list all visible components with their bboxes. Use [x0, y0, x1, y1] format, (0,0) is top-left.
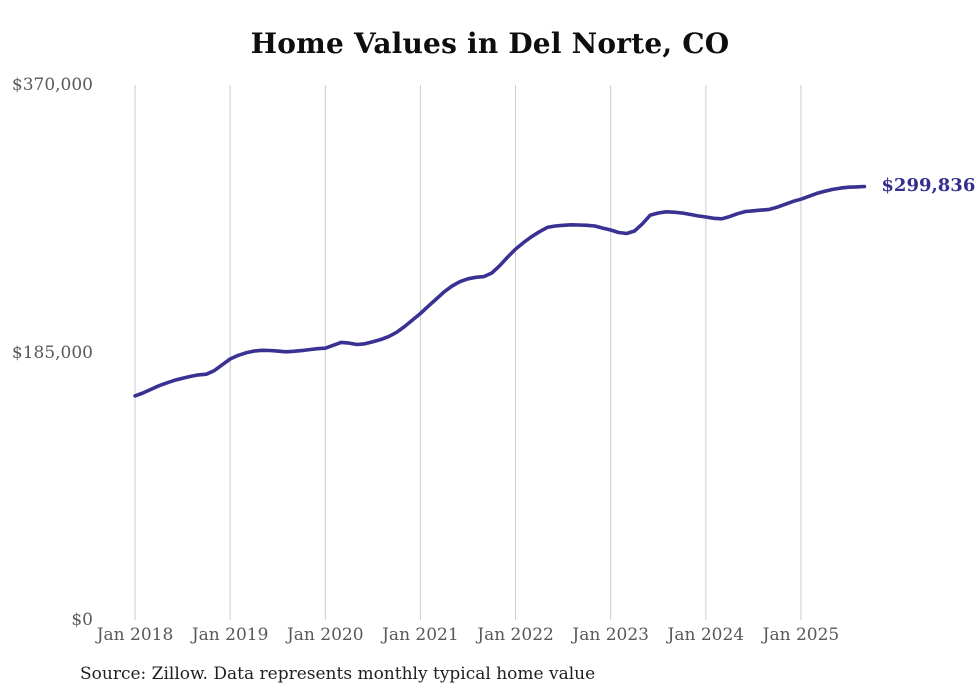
x-axis-label: Jan 2025 — [762, 625, 840, 645]
y-axis-label: $370,000 — [11, 75, 93, 95]
x-axis-label: Jan 2021 — [382, 625, 459, 645]
x-axis-label: Jan 2018 — [96, 625, 174, 645]
source-note: Source: Zillow. Data represents monthly … — [80, 664, 596, 684]
chart-title: Home Values in Del Norte, CO — [250, 27, 730, 60]
x-axis-label: Jan 2020 — [286, 625, 364, 645]
x-axis-label: Jan 2022 — [477, 625, 554, 645]
home-value-line — [133, 184, 867, 398]
y-axis-label: $185,000 — [11, 342, 93, 363]
x-axis-label: Jan 2024 — [667, 625, 745, 645]
y-axis-label: $0 — [71, 610, 93, 630]
x-axis-label: Jan 2019 — [191, 625, 269, 645]
x-axis-label: Jan 2023 — [572, 625, 649, 645]
latest-value-label: $299,836 — [881, 175, 976, 197]
